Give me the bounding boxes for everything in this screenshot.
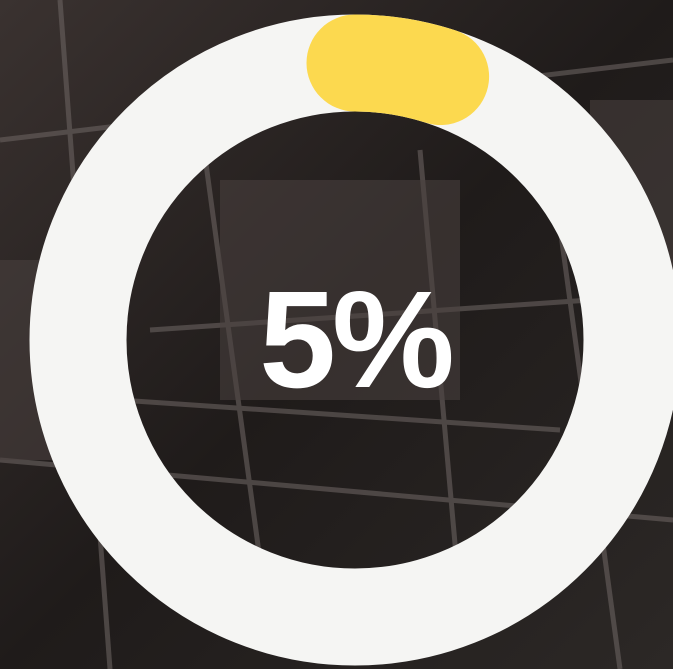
progress-label: 5% (259, 263, 452, 417)
progress-arc (306, 14, 490, 126)
progress-ring (29, 14, 673, 666)
